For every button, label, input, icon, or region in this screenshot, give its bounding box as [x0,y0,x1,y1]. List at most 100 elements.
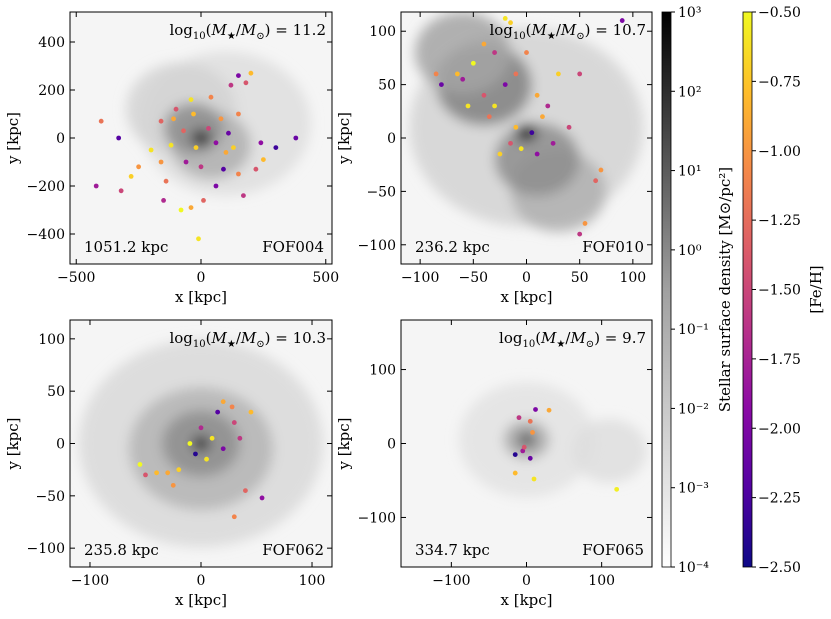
data-point [148,147,154,153]
data-point [116,135,122,141]
star-particles [433,16,625,237]
y-tick-label: −50 [35,489,65,505]
x-tick-label: −100 [401,270,439,286]
data-point [598,167,604,173]
data-point [206,125,211,131]
data-point [168,142,174,148]
halo-name-label: FOF010 [582,238,644,256]
x-axis-label: x [kpc] [175,591,227,609]
density-map [70,320,332,567]
data-point [215,409,221,415]
data-point [220,446,226,452]
y-tick-label: −200 [27,179,65,195]
x-axis-label: x [kpc] [500,591,552,609]
data-point [241,193,246,199]
data-point [577,231,583,237]
halo-name-label: FOF004 [262,238,324,256]
feh-colorbar: −2.50 −2.25 −2.00 −1.75 −1.50 −1.25 −1.00 −0.75… [742,5,825,576]
data-point [231,145,236,151]
data-point [223,150,229,155]
data-point [439,82,444,88]
data-point [181,128,186,134]
y-tick-label: 0 [56,131,65,147]
density-blob [494,123,580,196]
y-tick-label: 50 [378,78,396,94]
y-tick-label: 200 [38,83,65,99]
data-point [220,399,226,405]
data-point [531,476,537,482]
scale-label: 236.2 kpc [415,238,490,256]
x-tick-label: −50 [459,270,489,286]
data-point [513,124,519,130]
data-point [593,178,599,184]
data-point [513,71,519,77]
data-point [173,106,179,112]
x-tick-label: 50 [571,270,589,286]
data-point [237,435,243,441]
data-point [236,73,241,78]
data-point [201,198,206,203]
data-point [209,435,215,441]
data-point [93,183,99,189]
x-tick-label: −500 [57,270,95,286]
data-point [619,18,625,23]
data-point [231,420,237,425]
data-point [293,135,299,141]
data-point [533,407,538,412]
density-colorbar: 10⁻⁴ 10⁻³ 10⁻² 10⁻¹ 10⁰ 10¹ 10² 10³ Stellar surf… [661,5,734,576]
star-particles [93,70,299,242]
data-point [460,76,466,82]
data-point [512,452,518,457]
density-blob [571,418,647,483]
data-point [236,111,241,117]
data-point [556,71,561,77]
data-point [213,183,219,189]
data-point [481,92,487,98]
data-point [512,470,518,476]
data-point [136,164,142,170]
data-point [534,151,540,157]
data-point [163,178,169,184]
data-point [218,116,224,122]
data-point [486,114,492,120]
density-blob [518,433,535,447]
feh-colorbar-tick-label: −1.50 [758,283,801,299]
mass-label: log10(M★/M⊙) = 11.2 [169,21,326,42]
data-point [193,451,198,457]
x-tick-label: 100 [588,573,615,589]
data-point [502,82,508,88]
x-tick-label: 100 [299,573,326,589]
density-map [401,12,652,264]
feh-colorbar-tick-label: −2.00 [758,421,801,437]
data-point [198,164,204,170]
data-point [582,221,588,226]
data-point [508,140,513,146]
data-point [527,455,533,461]
y-tick-label: −100 [358,510,396,526]
data-point [433,71,439,77]
x-tick-label: 0 [522,270,531,286]
density-colorbar-label: Stellar surface density [M⊙/pc²] [716,167,734,412]
y-axis-label: y [kpc] [4,417,22,470]
y-tick-label: 100 [38,332,65,348]
data-point [213,140,219,146]
panel-fof065: −100 0 100 −100 0 100 x [kpc] y [kpc] log10(M★/M… [335,319,653,609]
y-tick-label: −50 [366,184,396,200]
data-point [171,116,176,122]
density-colorbar-bar [661,11,672,568]
density-blobs [126,51,311,196]
data-point [176,467,182,473]
density-blob [414,12,511,94]
data-point [248,70,254,76]
y-axis-label: y [kpc] [335,417,353,470]
density-blobs [458,382,647,498]
star-particles [512,407,620,492]
feh-colorbar-tick-label: −1.00 [758,144,801,160]
data-point [614,486,620,492]
y-tick-label: −100 [358,238,396,254]
data-point [273,145,279,151]
density-colorbar-tick-label: 10⁻³ [678,481,709,497]
data-point [118,188,124,194]
data-point [221,166,226,172]
x-tick-label: 0 [522,573,531,589]
